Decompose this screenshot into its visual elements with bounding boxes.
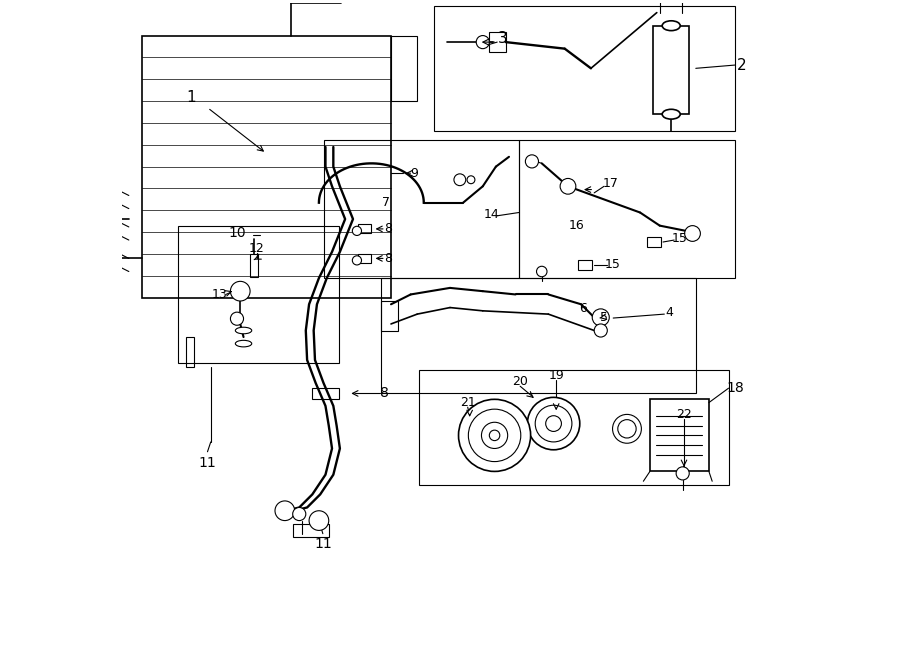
Bar <box>324 140 518 278</box>
Ellipse shape <box>662 20 680 30</box>
Circle shape <box>526 155 538 168</box>
Text: 20: 20 <box>512 375 528 388</box>
Circle shape <box>458 399 531 471</box>
Circle shape <box>468 409 521 461</box>
Bar <box>650 399 709 471</box>
Text: 1: 1 <box>186 91 196 105</box>
Circle shape <box>476 36 490 49</box>
Text: 15: 15 <box>605 258 620 272</box>
Text: 9: 9 <box>410 167 419 180</box>
Text: 19: 19 <box>548 369 564 381</box>
Text: 15: 15 <box>671 232 688 245</box>
Text: 8: 8 <box>383 252 392 265</box>
Circle shape <box>613 414 642 444</box>
Bar <box>382 278 696 393</box>
Text: 3: 3 <box>498 31 508 46</box>
Circle shape <box>230 312 244 325</box>
Bar <box>178 225 338 364</box>
Bar <box>418 369 729 485</box>
Circle shape <box>490 430 500 441</box>
Circle shape <box>292 508 306 521</box>
Circle shape <box>230 282 250 301</box>
Circle shape <box>467 176 475 184</box>
Bar <box>434 6 735 131</box>
Bar <box>653 26 689 114</box>
Text: 6: 6 <box>579 302 587 315</box>
Circle shape <box>275 501 294 521</box>
Bar <box>518 140 735 278</box>
Text: 8: 8 <box>380 387 389 401</box>
Bar <box>646 237 662 247</box>
Text: 17: 17 <box>603 176 618 190</box>
Circle shape <box>536 266 547 277</box>
Circle shape <box>536 405 572 442</box>
Bar <box>292 524 328 537</box>
Circle shape <box>676 467 689 480</box>
Circle shape <box>685 225 700 241</box>
Text: 5: 5 <box>600 311 608 324</box>
Circle shape <box>617 420 636 438</box>
Bar <box>358 224 372 233</box>
Text: 16: 16 <box>569 219 584 232</box>
Bar <box>358 254 372 263</box>
Text: 2: 2 <box>737 58 746 73</box>
Text: 18: 18 <box>726 381 744 395</box>
Text: 11: 11 <box>199 456 216 470</box>
Circle shape <box>482 422 508 448</box>
Bar <box>250 254 258 277</box>
Circle shape <box>594 324 608 337</box>
Text: 21: 21 <box>460 396 475 409</box>
Bar <box>490 32 506 52</box>
Text: 13: 13 <box>212 288 227 301</box>
Text: 4: 4 <box>666 306 673 319</box>
Text: 11: 11 <box>314 537 332 551</box>
Text: 7: 7 <box>382 196 391 209</box>
Ellipse shape <box>235 340 252 347</box>
Text: 10: 10 <box>229 227 246 241</box>
Bar <box>391 36 418 101</box>
Circle shape <box>352 256 362 265</box>
Circle shape <box>527 397 580 449</box>
Circle shape <box>352 226 362 235</box>
Circle shape <box>560 178 576 194</box>
Bar <box>578 260 592 270</box>
Ellipse shape <box>662 109 680 119</box>
Text: 14: 14 <box>483 208 500 221</box>
Circle shape <box>454 174 465 186</box>
Circle shape <box>309 511 328 530</box>
Ellipse shape <box>235 327 252 334</box>
Bar <box>142 36 391 297</box>
Bar <box>312 387 338 399</box>
Bar <box>186 337 194 367</box>
Text: 22: 22 <box>676 408 692 421</box>
Bar <box>382 301 398 330</box>
Circle shape <box>545 416 562 432</box>
Text: 8: 8 <box>383 222 392 235</box>
Circle shape <box>592 309 609 326</box>
Text: 12: 12 <box>248 242 265 255</box>
